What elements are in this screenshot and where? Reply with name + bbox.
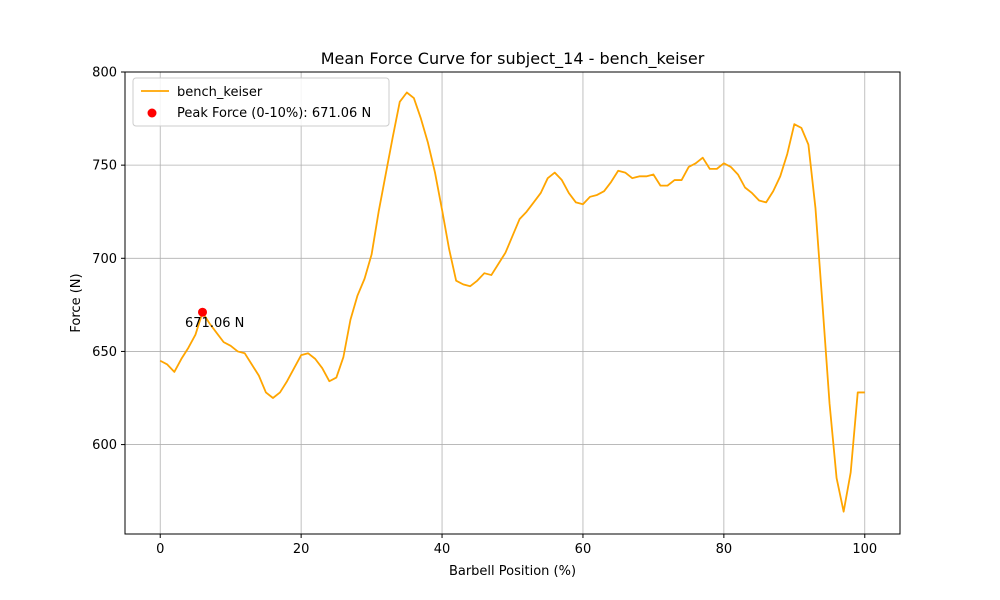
chart-title: Mean Force Curve for subject_14 - bench_… — [321, 49, 705, 69]
legend: bench_keiser Peak Force (0-10%): 671.06 … — [132, 77, 390, 127]
x-tick-label: 40 — [434, 542, 451, 557]
axis-ticks: 0 20 40 60 80 100 600 650 700 750 800 — [92, 66, 877, 558]
series-layer — [159, 91, 865, 513]
x-tick-label: 0 — [156, 542, 164, 557]
legend-entry-peak: Peak Force (0-10%): 671.06 N — [177, 106, 371, 121]
x-tick-label: 100 — [852, 542, 877, 557]
series-line-bench_keiser — [159, 91, 865, 513]
y-tick-label: 800 — [92, 66, 117, 81]
y-tick-label: 600 — [92, 438, 117, 453]
y-tick-label: 650 — [92, 345, 117, 360]
legend-box — [132, 77, 390, 127]
x-tick-label: 20 — [293, 542, 310, 557]
y-axis-label: Force (N) — [69, 273, 84, 332]
y-tick-label: 750 — [92, 159, 117, 174]
x-axis-label: Barbell Position (%) — [449, 564, 576, 579]
plot-frame — [124, 71, 901, 535]
y-tick-label: 700 — [92, 252, 117, 267]
legend-marker-swatch — [147, 108, 157, 118]
peak-layer — [198, 307, 207, 317]
peak-force-marker — [198, 307, 207, 317]
peak-annotation: 671.06 N — [185, 316, 244, 331]
x-tick-label: 60 — [575, 542, 592, 557]
x-tick-label: 80 — [716, 542, 733, 557]
legend-entry-series: bench_keiser — [177, 85, 263, 100]
